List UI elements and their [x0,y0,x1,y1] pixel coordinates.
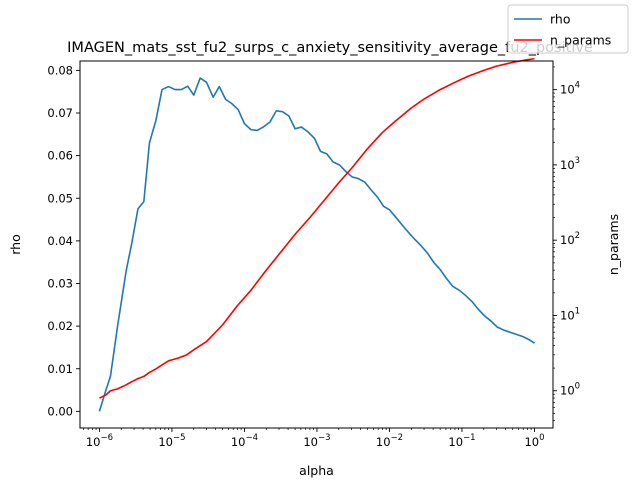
y2-tick-label: 103 [560,156,580,172]
x-tick-label: 10−2 [376,433,403,449]
x-tick-label: 10−5 [158,433,185,449]
legend: rho n_params [507,4,629,54]
legend-label-n-params: n_params [550,33,611,48]
legend-label-rho: rho [550,12,571,27]
y-tick-label: 0.03 [47,277,73,291]
chart-title: IMAGEN_mats_sst_fu2_surps_c_anxiety_sens… [67,40,593,56]
series-line-n-params [99,57,535,399]
y-tick-label: 0.08 [47,63,73,77]
x-axis: 10−6 10−5 10−4 10−3 10−2 10−1 100 [82,428,545,449]
y-tick-label: 0.00 [47,404,73,418]
x-tick-label: 10−3 [303,433,330,449]
series-line-rho [98,77,535,412]
plot-lines [98,57,535,412]
x-axis-label: alpha [299,463,334,478]
x-tick-label: 10−4 [231,433,258,449]
y-tick-label: 0.05 [47,191,73,205]
y2-tick-label: 102 [560,231,580,247]
y-tick-label: 0.04 [47,234,73,248]
y-axis-right: 100 101 102 103 104 [553,66,580,422]
y-tick-label: 0.01 [47,362,73,376]
legend-box [507,4,629,54]
x-tick-label: 10−1 [448,433,475,449]
y-axis-label: rho [8,234,23,255]
x-tick-label: 100 [524,433,544,449]
y-tick-label: 0.06 [47,149,73,163]
x-tick-label: 10−6 [86,433,113,449]
y2-tick-label: 101 [560,306,580,322]
y2-tick-label: 100 [560,382,580,398]
y-tick-label: 0.02 [47,319,73,333]
y2-tick-label: 104 [560,81,580,97]
y-tick-label: 0.07 [47,106,73,120]
y2-axis-label: n_params [606,214,621,275]
y-axis-left: 0.00 0.01 0.02 0.03 0.04 0.05 0.06 0.07 0.08 [47,63,80,418]
